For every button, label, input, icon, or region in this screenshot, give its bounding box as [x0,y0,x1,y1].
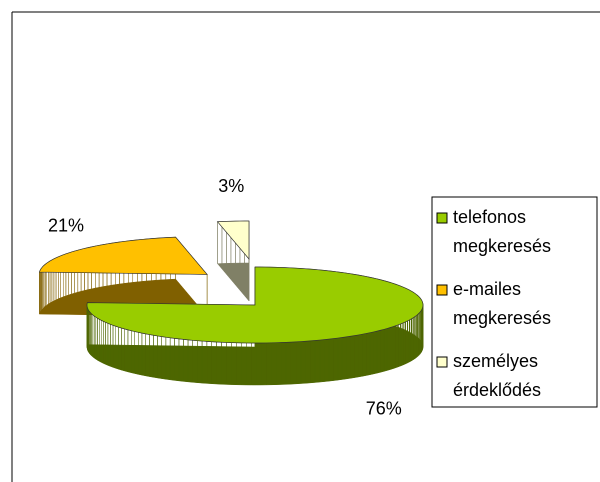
legend-label: telefonos megkeresés [453,207,551,256]
slice-top [38,236,208,275]
legend-swatch [436,284,448,296]
data-label: 76% [366,398,402,418]
slice-top [216,220,250,260]
legend-swatch [436,212,448,224]
data-label: 3% [218,176,244,196]
slice-top [86,266,424,344]
legend-label: személyes érdeklődés [453,351,543,400]
data-label: 21% [48,215,84,235]
legend-label: e-mailes megkeresés [453,279,551,328]
legend-box [431,196,598,408]
legend-swatch [436,356,448,368]
